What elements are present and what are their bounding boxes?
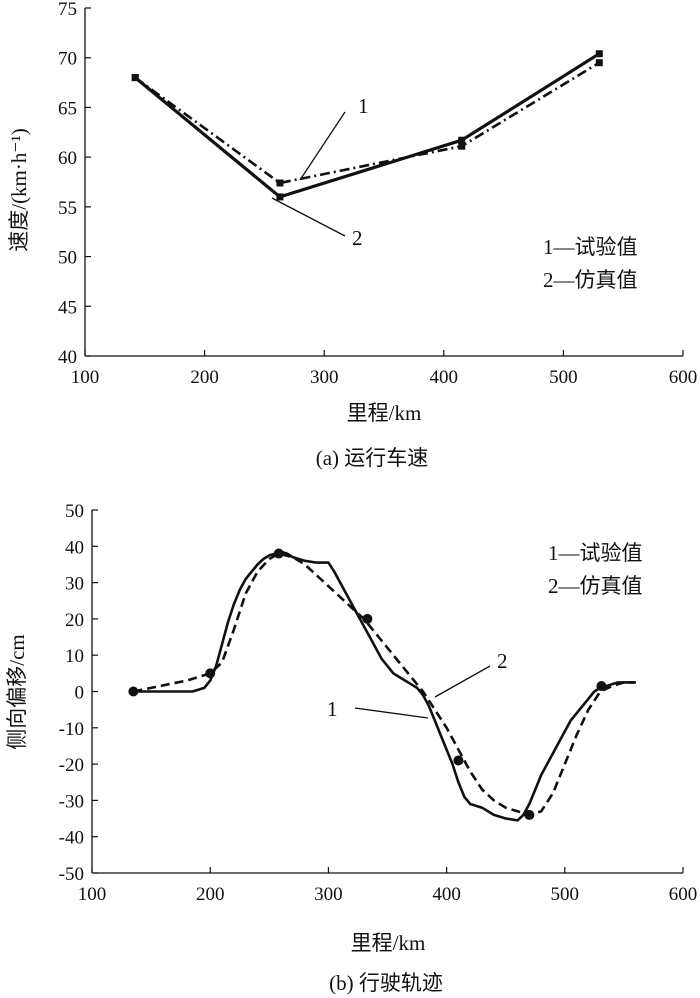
chart-a-point-marker xyxy=(276,193,284,201)
chart-a-x-label: 里程/km xyxy=(347,401,422,425)
chart-b-y-tick-label: 0 xyxy=(75,683,85,704)
chart-a-y-tick-label: 60 xyxy=(58,148,77,169)
chart-b-leader-2 xyxy=(434,665,491,698)
chart-b-y-tick-label: -10 xyxy=(59,719,84,740)
chart-a-series xyxy=(131,50,603,201)
chart-a-x-tick-label: 500 xyxy=(549,367,578,388)
chart-a-y-label: 速度/(km·h⁻¹) xyxy=(7,128,31,252)
chart-b-y-tick-label: 20 xyxy=(65,610,84,631)
chart-b-series-line-1 xyxy=(133,550,636,822)
chart-b-x-tick-label: 200 xyxy=(196,884,225,905)
chart-a-leader-2 xyxy=(271,197,346,237)
chart-a-point-marker xyxy=(595,50,603,58)
chart-b-y-tick-label: 50 xyxy=(65,501,84,522)
chart-b-annotation-1: 1 xyxy=(327,697,338,721)
chart-a-x-tick-label: 400 xyxy=(430,367,459,388)
chart-b-y-ticks: 50 40 30 20 10 0 -10 -20 -30 -40 -50 xyxy=(59,501,98,885)
chart-a-y-tick-label: 45 xyxy=(58,297,77,318)
chart-b-legend-1: 1—试验值 xyxy=(548,541,643,565)
chart-a-y-ticks: 40 45 50 55 60 65 70 75 xyxy=(58,0,91,368)
chart-b-x-tick-label: 600 xyxy=(669,884,698,905)
chart-a-series-line-2 xyxy=(134,52,601,199)
chart-b-x-label: 里程/km xyxy=(351,931,426,955)
chart-a-y-tick-label: 70 xyxy=(58,49,77,70)
chart-a-point-marker xyxy=(595,59,603,67)
chart-b-y-tick-label: 30 xyxy=(65,574,84,595)
chart-b-y-tick-label: -50 xyxy=(59,864,84,885)
chart-b-series xyxy=(128,548,636,822)
chart-a-x-ticks: 100 200 300 400 500 600 xyxy=(71,350,698,388)
chart-a-point-marker xyxy=(458,142,466,150)
chart-a-x-tick-label: 300 xyxy=(310,367,339,388)
chart-b-leader-1 xyxy=(354,707,429,719)
chart-b-x-ticks: 100 200 300 400 500 600 xyxy=(78,867,698,905)
chart-b-point-marker xyxy=(596,681,607,692)
chart-a-y-tick-label: 55 xyxy=(58,198,77,219)
chart-b-y-label: 侧向偏移/cm xyxy=(5,634,29,750)
chart-a-point-marker xyxy=(131,74,139,82)
chart-a-caption: (a) 运行车速 xyxy=(316,446,429,470)
chart-b-y-tick-label: 10 xyxy=(65,646,84,667)
chart-b-y-tick-label: 40 xyxy=(65,537,84,558)
chart-a-point-marker xyxy=(458,136,466,144)
chart-a-x-tick-label: 600 xyxy=(669,367,698,388)
chart-b-y-tick-label: -40 xyxy=(59,828,84,849)
chart-b-point-marker xyxy=(524,809,535,820)
chart-b-y-tick-label: -20 xyxy=(59,755,84,776)
chart-a-point-marker xyxy=(276,179,284,187)
chart-b-point-marker xyxy=(205,668,216,679)
chart-a-y-tick-label: 50 xyxy=(58,248,77,269)
chart-b-x-tick-label: 300 xyxy=(314,884,343,905)
chart-b-legend-2: 2—仿真值 xyxy=(548,574,643,598)
chart-a-legend-1: 1—试验值 xyxy=(543,235,638,259)
chart-b-x-tick-label: 400 xyxy=(432,884,461,905)
chart-a-legend-2: 2—仿真值 xyxy=(543,268,638,292)
chart-b-x-tick-label: 500 xyxy=(551,884,580,905)
chart-b-point-marker xyxy=(273,548,284,559)
chart-b-point-marker xyxy=(128,686,139,697)
chart-b-series-line-2 xyxy=(133,552,636,817)
chart-a-y-tick-label: 40 xyxy=(58,347,77,368)
chart-b-annotation-2: 2 xyxy=(497,649,508,673)
chart-a-series-line-1 xyxy=(134,61,600,185)
chart-b-point-marker xyxy=(362,613,373,624)
chart-b-x-tick-label: 100 xyxy=(78,884,107,905)
chart-a-leader-1 xyxy=(299,111,346,181)
chart-b-point-marker xyxy=(453,755,464,766)
chart-a-annotation-2: 2 xyxy=(352,226,363,250)
chart-a-x-tick-label: 200 xyxy=(190,367,219,388)
chart-a-y-tick-label: 75 xyxy=(58,0,77,20)
chart-b-caption: (b) 行驶轨迹 xyxy=(329,971,443,995)
chart-b: 100 200 300 400 500 600 50403020100-10-20-30-… xyxy=(5,501,697,995)
chart-a-x-tick-label: 100 xyxy=(71,367,100,388)
chart-b-y-tick-label: -30 xyxy=(59,791,84,812)
chart-a-y-tick-label: 65 xyxy=(58,98,77,119)
chart-a-annotation-1: 1 xyxy=(358,94,369,118)
